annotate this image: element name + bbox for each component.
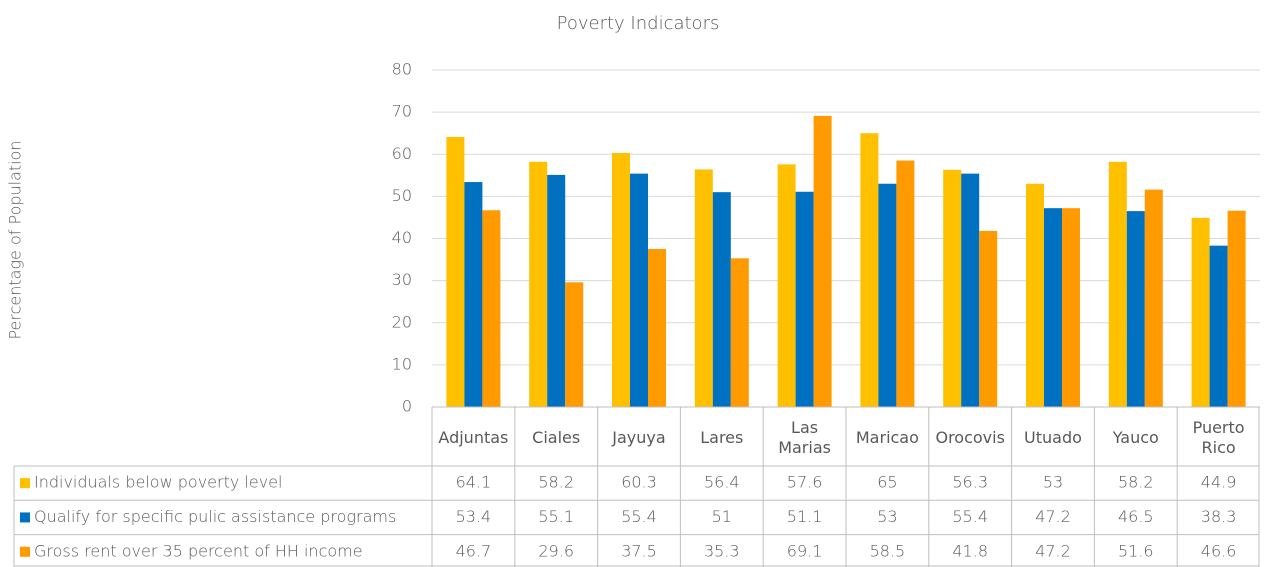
bar bbox=[777, 164, 796, 407]
bar bbox=[1144, 189, 1163, 407]
table-value: 38.3 bbox=[1201, 507, 1237, 526]
table-value: 53.4 bbox=[456, 507, 492, 526]
table-value: 55.1 bbox=[538, 507, 574, 526]
table-value: 46.6 bbox=[1201, 541, 1237, 560]
table-value: 55.4 bbox=[621, 507, 657, 526]
table-value: 51 bbox=[712, 507, 732, 526]
table-value: 56.4 bbox=[704, 473, 740, 492]
x-tick-label: Adjuntas bbox=[438, 427, 509, 447]
legend-swatch bbox=[20, 546, 30, 557]
bar bbox=[712, 192, 731, 407]
bar bbox=[795, 191, 814, 407]
table-value: 29.6 bbox=[538, 541, 574, 560]
bar bbox=[860, 133, 879, 407]
bar bbox=[1026, 183, 1044, 407]
legend-label: Qualify for specific pulic assistance pr… bbox=[34, 507, 396, 526]
table-value: 55.4 bbox=[952, 507, 988, 526]
y-axis-label: Percentage of Population bbox=[6, 140, 25, 339]
bar bbox=[813, 115, 832, 407]
category-cell: Orocovis bbox=[935, 427, 1005, 447]
y-tick-label: 70 bbox=[392, 102, 412, 121]
bar bbox=[1126, 211, 1145, 407]
x-tick-label: Ciales bbox=[532, 427, 581, 447]
legend-swatch bbox=[20, 478, 30, 489]
bar bbox=[446, 136, 465, 407]
table-value: 46.5 bbox=[1118, 507, 1154, 526]
bar bbox=[896, 160, 915, 407]
bar bbox=[1227, 210, 1246, 407]
bar bbox=[878, 183, 897, 407]
table-value: 64.1 bbox=[456, 473, 492, 492]
category-cell: Maricao bbox=[855, 427, 919, 447]
table-value: 37.5 bbox=[621, 541, 657, 560]
bar bbox=[943, 169, 962, 407]
y-tick-label: 50 bbox=[392, 186, 412, 205]
table-value: 60.3 bbox=[621, 473, 657, 492]
y-tick-label: 10 bbox=[392, 354, 412, 373]
table-value: 51.1 bbox=[787, 507, 823, 526]
x-tick-label: Orocovis bbox=[935, 427, 1005, 447]
bar bbox=[648, 249, 666, 407]
bar bbox=[630, 173, 648, 407]
y-tick-label: 0 bbox=[402, 397, 412, 416]
x-tick-label: Jayuya bbox=[612, 427, 666, 447]
x-tick-label: Puerto Rico bbox=[1192, 417, 1245, 457]
x-tick-label: Lares bbox=[700, 427, 744, 447]
x-tick-label: Yauco bbox=[1112, 427, 1159, 447]
bar bbox=[464, 182, 483, 407]
category-cell: Utuado bbox=[1024, 427, 1082, 447]
x-tick-label: Maricao bbox=[855, 427, 919, 447]
bar bbox=[730, 258, 749, 407]
x-tick-label: Las Marias bbox=[778, 417, 831, 457]
table-value: 58.2 bbox=[538, 473, 574, 492]
category-cell: Yauco bbox=[1112, 427, 1159, 447]
bar bbox=[1191, 217, 1210, 407]
category-cell: Jayuya bbox=[612, 427, 666, 447]
bar bbox=[1209, 245, 1228, 407]
bar bbox=[565, 282, 584, 407]
table-value: 57.6 bbox=[787, 473, 823, 492]
table-value: 56.3 bbox=[952, 473, 988, 492]
table-value: 58.2 bbox=[1118, 473, 1154, 492]
table-value: 44.9 bbox=[1201, 473, 1237, 492]
table-value: 47.2 bbox=[1035, 507, 1071, 526]
bar bbox=[979, 230, 998, 407]
bar bbox=[1062, 208, 1080, 407]
table-value: 47.2 bbox=[1035, 541, 1071, 560]
bar bbox=[1108, 161, 1127, 407]
table-value: 53 bbox=[1043, 473, 1063, 492]
category-cell: Las Marias bbox=[778, 417, 831, 457]
y-tick-label: 80 bbox=[392, 60, 412, 79]
category-cell: Ciales bbox=[532, 427, 581, 447]
x-tick-label: Utuado bbox=[1024, 427, 1082, 447]
table-value: 69.1 bbox=[787, 541, 823, 560]
table-value: 51.6 bbox=[1118, 541, 1154, 560]
bar bbox=[1044, 208, 1062, 407]
table-value: 46.7 bbox=[456, 541, 492, 560]
table-value: 58.5 bbox=[870, 541, 906, 560]
table-value: 65 bbox=[877, 473, 897, 492]
bar bbox=[529, 161, 548, 407]
bar bbox=[612, 152, 630, 407]
y-tick-label: 40 bbox=[392, 228, 412, 247]
bar bbox=[547, 174, 566, 407]
legend-label: Gross rent over 35 percent of HH income bbox=[34, 541, 363, 560]
bar bbox=[961, 173, 980, 407]
table-value: 53 bbox=[877, 507, 897, 526]
category-cell: Lares bbox=[700, 427, 744, 447]
bar bbox=[694, 169, 713, 407]
y-tick-label: 60 bbox=[392, 144, 412, 163]
y-tick-label: 20 bbox=[392, 312, 412, 331]
legend-swatch bbox=[20, 512, 30, 523]
bar bbox=[482, 210, 501, 407]
y-tick-label: 30 bbox=[392, 270, 412, 289]
category-cell: Puerto Rico bbox=[1192, 417, 1245, 457]
table-value: 41.8 bbox=[952, 541, 988, 560]
legend-label: Individuals below poverty level bbox=[34, 473, 282, 492]
chart-title: Poverty Indicators bbox=[557, 13, 720, 34]
category-cell: Adjuntas bbox=[438, 427, 509, 447]
table-value: 35.3 bbox=[704, 541, 740, 560]
